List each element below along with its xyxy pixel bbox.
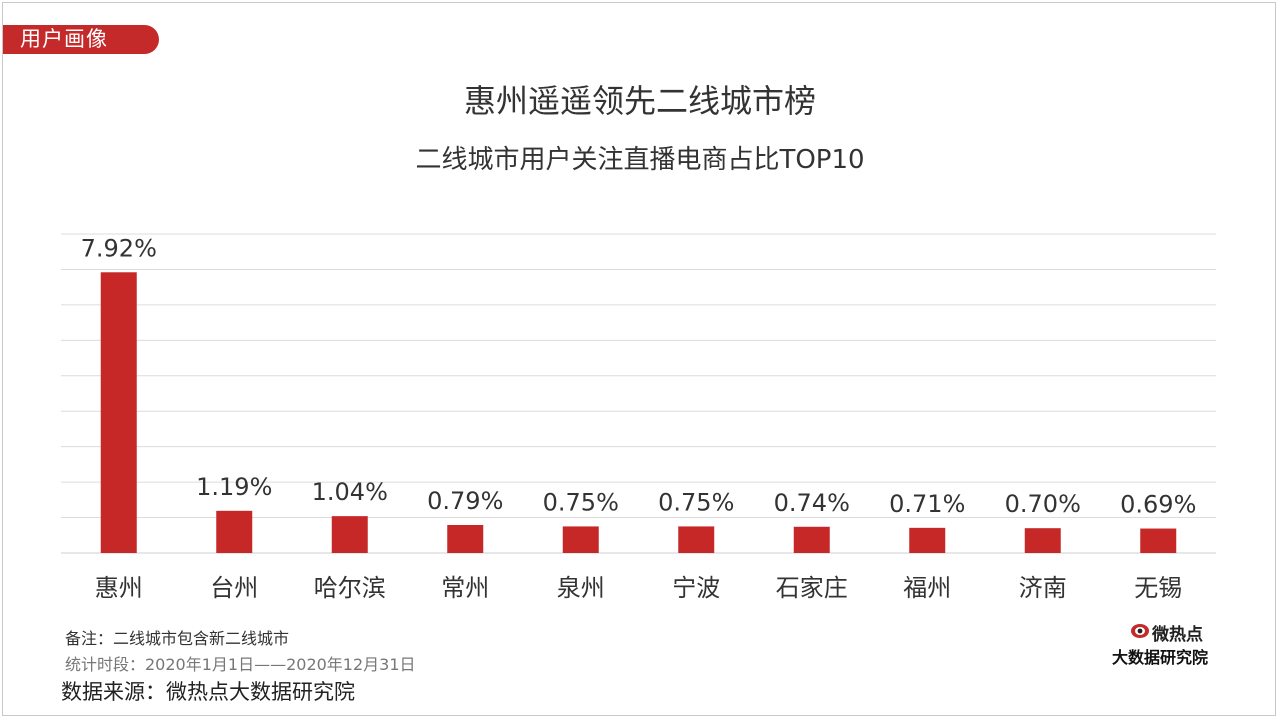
weirediand-logo: 微热点 大数据研究院 — [1110, 620, 1234, 670]
bar-chart: 7.92% 惠州 1.19% 台州 1.04% 哈尔滨 0.79% 常州 0.75% 泉州 0.75… — [61, 233, 1216, 602]
footnote-period: 统计时段：2020年1月1日——2020年12月31日 — [65, 655, 416, 674]
bar — [447, 524, 484, 553]
category-label: 福州 — [903, 574, 951, 602]
bar — [678, 526, 715, 553]
category-label: 泉州 — [557, 574, 605, 602]
category-label: 济南 — [1019, 574, 1067, 602]
data-label: 1.04% — [312, 478, 388, 506]
category-label: 哈尔滨 — [314, 574, 386, 602]
category-label: 惠州 — [95, 574, 143, 602]
bar — [562, 526, 599, 553]
data-label: 0.69% — [1120, 491, 1196, 519]
bar — [331, 516, 368, 553]
data-label: 0.75% — [658, 488, 734, 516]
eye-logo-icon — [1131, 624, 1149, 638]
logo-top-text: 微热点 — [1152, 625, 1203, 645]
data-label: 0.74% — [774, 489, 850, 517]
footnote-note: 备注：二线城市包含新二线城市 — [65, 629, 290, 648]
data-label: 0.75% — [543, 488, 619, 516]
category-label: 无锡 — [1134, 574, 1182, 602]
category-label: 宁波 — [672, 574, 720, 602]
category-label: 台州 — [210, 574, 258, 602]
section-tag: 用户画像 — [3, 25, 159, 54]
category-label: 常州 — [441, 574, 489, 602]
data-label: 7.92% — [81, 234, 157, 262]
logo-bottom-text: 大数据研究院 — [1112, 648, 1209, 667]
bar — [909, 527, 946, 553]
data-label: 0.70% — [1005, 490, 1081, 518]
bar — [100, 272, 137, 553]
bar — [1024, 528, 1061, 553]
chart-title: 惠州遥遥领先二线城市榜 — [463, 82, 816, 120]
bar — [216, 510, 253, 553]
data-label: 1.19% — [196, 473, 272, 501]
chart-subtitle: 二线城市用户关注直播电商占比TOP10 — [415, 145, 865, 175]
data-label: 0.79% — [427, 487, 503, 515]
data-source: 数据来源：微热点大数据研究院 — [61, 680, 355, 704]
bar — [1140, 528, 1177, 553]
category-label: 石家庄 — [776, 574, 848, 602]
bar — [793, 526, 830, 553]
data-label: 0.71% — [889, 490, 965, 518]
